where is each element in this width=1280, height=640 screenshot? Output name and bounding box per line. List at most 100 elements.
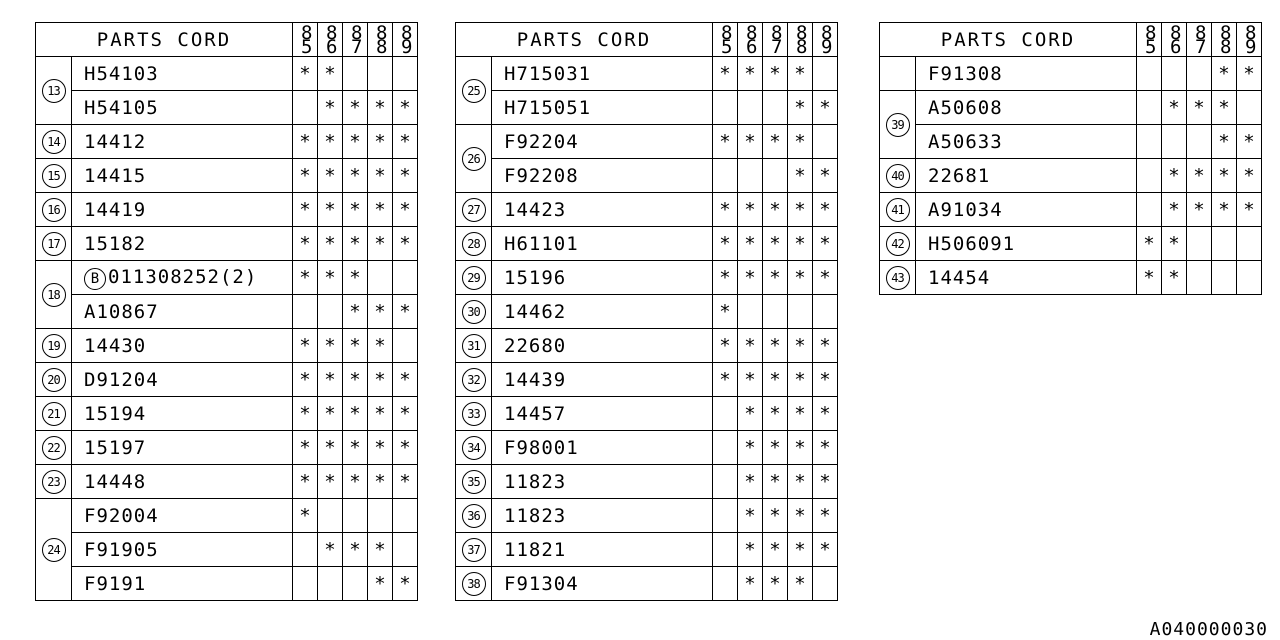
- part-code-cell: 11821: [491, 532, 713, 567]
- applicability-mark-88: *: [367, 124, 393, 159]
- part-code: H715031: [504, 62, 592, 85]
- ref-number-cell: 21: [35, 396, 72, 431]
- applicability-mark-86: *: [737, 56, 763, 91]
- part-code-cell: F92204: [491, 124, 713, 159]
- applicability-mark-87: [762, 294, 788, 329]
- applicability-mark-87: *: [762, 56, 788, 91]
- applicability-mark-89: *: [392, 362, 418, 397]
- ref-number: 39: [885, 113, 910, 137]
- part-code: F91304: [504, 572, 579, 595]
- applicability-mark-87: [1186, 56, 1212, 91]
- ref-number-cell: 31: [455, 328, 492, 363]
- applicability-mark-86: *: [317, 90, 343, 125]
- year-header-89: 89: [1236, 21, 1262, 58]
- year-label: 86: [1170, 21, 1182, 58]
- year-header-86: 86: [1161, 21, 1187, 58]
- applicability-mark-88: [1211, 260, 1237, 295]
- applicability-mark-86: [737, 90, 763, 125]
- part-code: 11823: [504, 504, 567, 527]
- table-row: 39 A50608 * * *: [879, 90, 1262, 159]
- part-code-cell: 14419: [71, 192, 293, 227]
- table-row: 30 14462 *: [455, 294, 838, 329]
- applicability-mark-86: *: [737, 192, 763, 227]
- applicability-mark-87: *: [342, 226, 368, 261]
- year-label: 85: [721, 21, 733, 58]
- applicability-mark-87: *: [762, 226, 788, 261]
- applicability-mark-85: *: [292, 396, 318, 431]
- part-code-cell: F91308: [915, 56, 1137, 91]
- year-header-85: 85: [712, 21, 738, 58]
- part-code: 15196: [504, 266, 567, 289]
- part-code: H54103: [84, 62, 159, 85]
- applicability-mark-85: [1136, 56, 1162, 91]
- applicability-mark-86: *: [737, 566, 763, 601]
- applicability-mark-88: *: [787, 566, 813, 601]
- applicability-mark-86: [737, 294, 763, 329]
- part-code-cell: A10867: [71, 294, 293, 329]
- ref-number: 19: [41, 334, 66, 358]
- year-label: 88: [796, 21, 808, 58]
- ref-number-cell: [879, 56, 916, 91]
- applicability-mark-85: *: [712, 328, 738, 363]
- part-code: 22681: [928, 164, 991, 187]
- applicability-mark-86: *: [317, 192, 343, 227]
- part-code-cell: B 011308252(2): [71, 260, 293, 295]
- part-code: F92204: [504, 130, 579, 153]
- applicability-mark-89: *: [812, 192, 838, 227]
- applicability-mark-86: *: [737, 532, 763, 567]
- table-row: 26 F92204 * * * *: [455, 124, 838, 193]
- applicability-mark-87: *: [762, 430, 788, 465]
- part-code: A91034: [928, 198, 1003, 221]
- year-header-86: 86: [317, 22, 343, 57]
- ref-number-cell: 29: [455, 260, 492, 295]
- year-label: 86: [746, 21, 758, 58]
- applicability-mark-88: *: [367, 532, 393, 567]
- applicability-mark-86: *: [1161, 260, 1187, 295]
- applicability-mark-89: *: [392, 566, 418, 601]
- year-label: 89: [821, 21, 833, 58]
- part-code: F91905: [84, 538, 159, 561]
- applicability-mark-87: *: [342, 396, 368, 431]
- applicability-mark-87: [342, 498, 368, 533]
- applicability-mark-87: *: [1186, 192, 1212, 227]
- applicability-mark-87: [1186, 226, 1212, 261]
- applicability-mark-85: *: [712, 192, 738, 227]
- year-label: 85: [1145, 21, 1157, 58]
- year-label: 89: [1245, 21, 1257, 58]
- applicability-mark-86: [737, 158, 763, 193]
- part-code-cell: 15182: [71, 226, 293, 261]
- applicability-mark-87: *: [762, 124, 788, 159]
- ref-number-cell: 14: [35, 124, 72, 159]
- part-code-cell: F92004: [71, 498, 293, 533]
- applicability-mark-89: *: [812, 260, 838, 295]
- part-code: 14454: [928, 266, 991, 289]
- drawing-code: A040000030: [1149, 619, 1268, 640]
- applicability-mark-86: *: [737, 362, 763, 397]
- applicability-mark-88: *: [787, 260, 813, 295]
- applicability-mark-85: *: [292, 226, 318, 261]
- applicability-mark-89: *: [392, 464, 418, 499]
- part-code-cell: F92208: [491, 158, 713, 193]
- part-code: 14448: [84, 470, 147, 493]
- ref-number-cell: 36: [455, 498, 492, 533]
- applicability-mark-86: *: [737, 328, 763, 363]
- applicability-mark-86: *: [1161, 226, 1187, 261]
- part-code-cell: 14423: [491, 192, 713, 227]
- table-row: 22 15197 * * * * *: [35, 430, 418, 465]
- ref-number: 27: [461, 198, 486, 222]
- year-label: 89: [401, 21, 413, 58]
- table-row: 37 11821 * * * *: [455, 532, 838, 567]
- table-row: 25 H715031 * * * *: [455, 56, 838, 125]
- applicability-mark-88: [1211, 226, 1237, 261]
- applicability-mark-88: *: [787, 532, 813, 567]
- year-header-87: 87: [342, 22, 368, 57]
- applicability-mark-87: *: [342, 328, 368, 363]
- applicability-mark-88: *: [1211, 90, 1237, 125]
- applicability-mark-86: *: [317, 328, 343, 363]
- applicability-mark-86: *: [737, 498, 763, 533]
- applicability-mark-86: *: [317, 158, 343, 193]
- applicability-mark-89: *: [812, 430, 838, 465]
- table-row: 32 14439 * * * * *: [455, 362, 838, 397]
- applicability-mark-89: *: [812, 396, 838, 431]
- ref-number-cell: 34: [455, 430, 492, 465]
